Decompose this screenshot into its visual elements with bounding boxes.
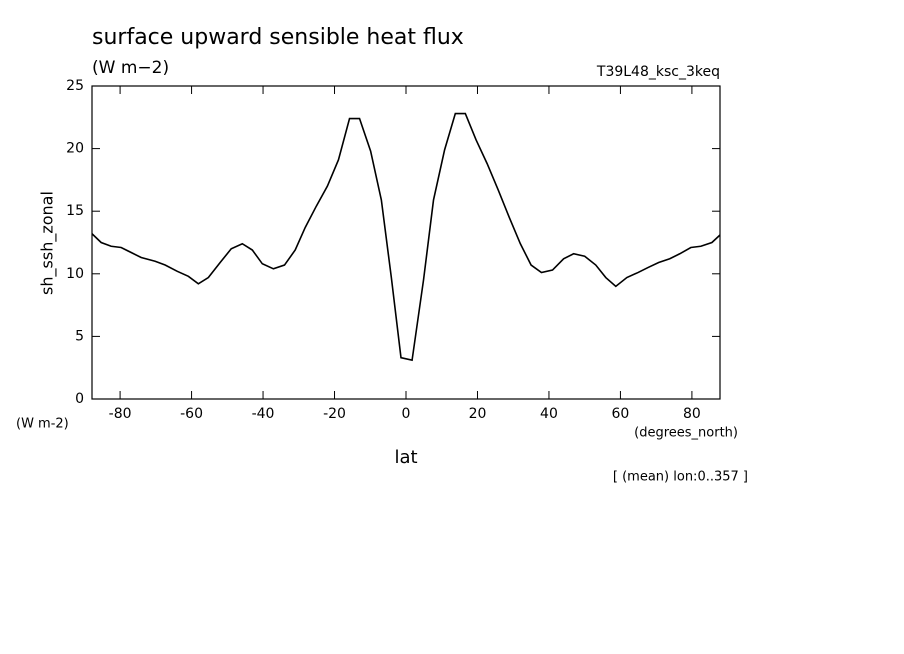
y-tick-label: 0 xyxy=(75,391,84,407)
y-tick-label: 25 xyxy=(66,78,84,94)
x-tick-label: -80 xyxy=(109,406,132,422)
footnote: [ (mean) lon:0..357 ] xyxy=(613,470,748,485)
x-tick-label: 20 xyxy=(469,406,487,422)
x-axis-unit: (degrees_north) xyxy=(634,426,738,441)
chart-title: surface upward sensible heat flux xyxy=(92,25,464,50)
plot-frame xyxy=(91,85,721,400)
y-tick-label: 20 xyxy=(66,141,84,157)
x-tick-label: 60 xyxy=(612,406,630,422)
annotation: T39L48_ksc_3keq xyxy=(596,64,720,80)
x-tick-label: -60 xyxy=(180,406,203,422)
y-tick-label: 15 xyxy=(66,203,84,219)
x-tick-label: 40 xyxy=(540,406,558,422)
x-tick-label: -40 xyxy=(252,406,275,422)
y-tick-label: 5 xyxy=(75,328,84,344)
chart-subtitle: (W m−2) xyxy=(92,58,169,78)
x-tick-label: 80 xyxy=(683,406,701,422)
x-axis-label: lat xyxy=(394,447,417,468)
y-axis-label: sh_ssh_zonal xyxy=(38,191,58,295)
x-tick-label: 0 xyxy=(402,406,411,422)
data-line xyxy=(91,112,721,362)
x-tick-label: -20 xyxy=(323,406,346,422)
y-axis-unit: (W m-2) xyxy=(16,417,69,432)
y-tick-label: 10 xyxy=(66,266,84,282)
